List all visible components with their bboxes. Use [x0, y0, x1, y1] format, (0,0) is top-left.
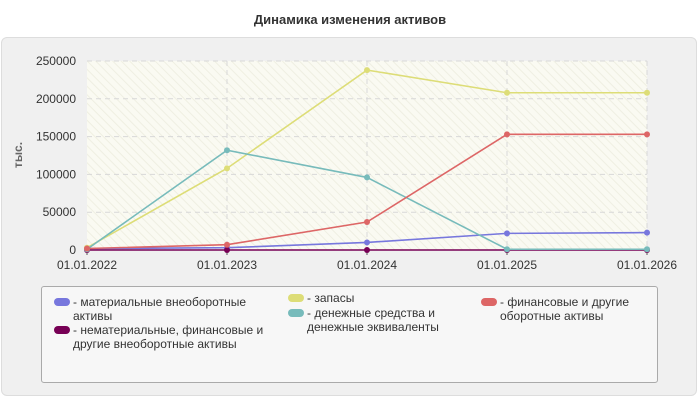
data-point[interactable]: [364, 67, 370, 74]
y-axis-label: тыс.: [11, 142, 25, 168]
legend-swatch: [54, 326, 70, 334]
y-tick-label: 0: [69, 243, 76, 257]
data-point[interactable]: [84, 245, 90, 252]
data-point[interactable]: [644, 229, 650, 236]
legend-swatch: [288, 294, 304, 302]
legend-item-tangible-assets[interactable]: материальные внеоборотные активы: [54, 295, 269, 323]
legend-item-inventory[interactable]: запасы: [288, 291, 458, 305]
x-tick-label: 01.01.2026: [617, 258, 677, 272]
data-point[interactable]: [644, 89, 650, 96]
x-tick-label: 01.01.2022: [57, 258, 117, 272]
y-tick-label: 200000: [36, 92, 76, 106]
data-point[interactable]: [504, 246, 510, 253]
data-point[interactable]: [504, 131, 510, 138]
x-tick-label: 01.01.2025: [477, 258, 537, 272]
legend-label: запасы: [307, 291, 354, 305]
grid-lines: [87, 60, 648, 250]
data-point[interactable]: [364, 239, 370, 246]
legend-item-financial-assets[interactable]: финансовые и другие оборотные активы: [481, 295, 651, 323]
data-point[interactable]: [504, 230, 510, 237]
x-tick-labels: 01.01.2022 01.01.2023 01.01.2024 01.01.2025…: [57, 250, 677, 272]
legend-item-cash[interactable]: денежные средства и денежные эквиваленты: [288, 306, 468, 334]
series-group: [84, 67, 650, 253]
legend-swatch: [481, 298, 497, 306]
data-point[interactable]: [364, 219, 370, 226]
data-point[interactable]: [224, 241, 230, 248]
legend-swatch: [288, 309, 304, 317]
y-tick-label: 50000: [43, 205, 77, 219]
legend-item-intangible-assets[interactable]: нематериальные, финансовые и другие внео…: [54, 323, 269, 351]
legend-label: финансовые и другие оборотные активы: [500, 295, 651, 323]
data-point[interactable]: [364, 174, 370, 181]
data-point[interactable]: [644, 131, 650, 138]
legend-swatch: [54, 298, 70, 306]
legend-label: нематериальные, финансовые и другие внео…: [73, 323, 269, 351]
data-point[interactable]: [224, 147, 230, 154]
legend-label: материальные внеоборотные активы: [73, 295, 269, 323]
chart-title: Динамика изменения активов: [253, 12, 447, 27]
data-point[interactable]: [504, 89, 510, 96]
data-point[interactable]: [224, 247, 230, 253]
x-tick-label: 01.01.2024: [337, 258, 397, 272]
y-tick-label: 100000: [36, 167, 76, 181]
data-point[interactable]: [364, 247, 370, 253]
y-tick-label: 250000: [36, 54, 76, 68]
y-tick-labels: 0 50000 100000 150000 200000 250000: [36, 54, 76, 257]
legend-label: денежные средства и денежные эквиваленты: [307, 306, 468, 334]
data-point[interactable]: [644, 246, 650, 253]
legend: материальные внеоборотные активы нематер…: [41, 286, 658, 383]
y-tick-label: 150000: [36, 130, 76, 144]
data-point[interactable]: [224, 165, 230, 172]
x-tick-label: 01.01.2023: [197, 258, 257, 272]
